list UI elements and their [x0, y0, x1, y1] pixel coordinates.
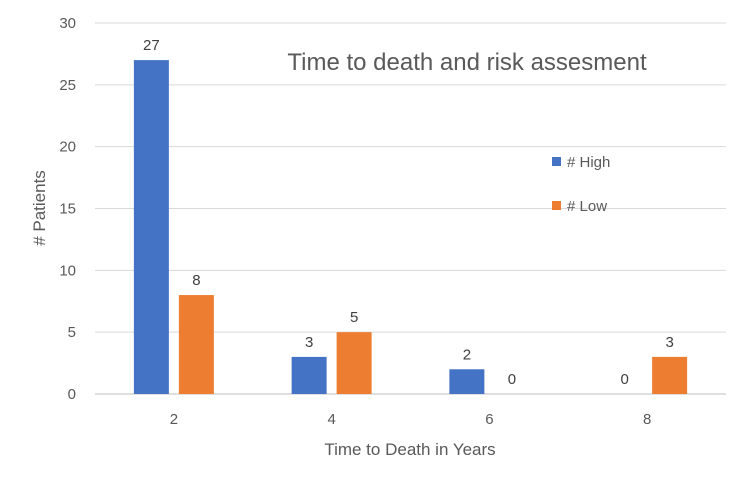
- bar-low-4: [336, 332, 372, 394]
- y-tick-label: 25: [59, 77, 76, 94]
- bar-low-8: [652, 356, 688, 394]
- y-tick-label: 20: [59, 139, 76, 156]
- y-axis-title: # Patients: [30, 170, 49, 246]
- x-tick-label: 2: [170, 411, 178, 428]
- data-label-low-6: 0: [508, 371, 516, 388]
- data-label-low-8: 3: [665, 334, 673, 351]
- legend-swatch-high: [552, 157, 561, 166]
- data-label-high-8: 0: [620, 371, 628, 388]
- bars: [133, 60, 688, 394]
- x-tick-label: 4: [327, 411, 335, 428]
- y-tick-label: 5: [68, 324, 76, 341]
- legend-label-low: # Low: [567, 198, 607, 215]
- bar-high-2: [133, 60, 169, 394]
- x-tick-label: 8: [643, 411, 651, 428]
- y-tick-label: 30: [59, 15, 76, 32]
- bar-high-4: [291, 356, 327, 394]
- y-tick-label: 10: [59, 262, 76, 279]
- legend-label-high: # High: [567, 154, 610, 171]
- bar-high-6: [449, 369, 485, 394]
- x-axis-title: Time to Death in Years: [324, 440, 495, 459]
- x-tick-label: 6: [485, 411, 493, 428]
- chart-title: Time to death and risk assesment: [287, 49, 647, 76]
- y-tick-label: 0: [68, 386, 76, 403]
- data-label-high-4: 3: [305, 334, 313, 351]
- bar-low-2: [178, 295, 214, 394]
- x-axis-tick-labels: 2 4 6 8: [170, 411, 652, 428]
- legend-swatch-low: [552, 201, 561, 210]
- legend: # High # Low: [552, 154, 610, 215]
- data-label-high-6: 2: [463, 346, 471, 363]
- y-tick-label: 15: [59, 201, 76, 218]
- data-label-low-2: 8: [192, 272, 200, 289]
- data-labels: 27 8 3 5 2 0 0 3: [143, 37, 674, 388]
- data-label-high-2: 27: [143, 37, 160, 54]
- data-label-low-4: 5: [350, 309, 358, 326]
- y-axis-tick-labels: 0 5 10 15 20 25 30: [59, 15, 76, 403]
